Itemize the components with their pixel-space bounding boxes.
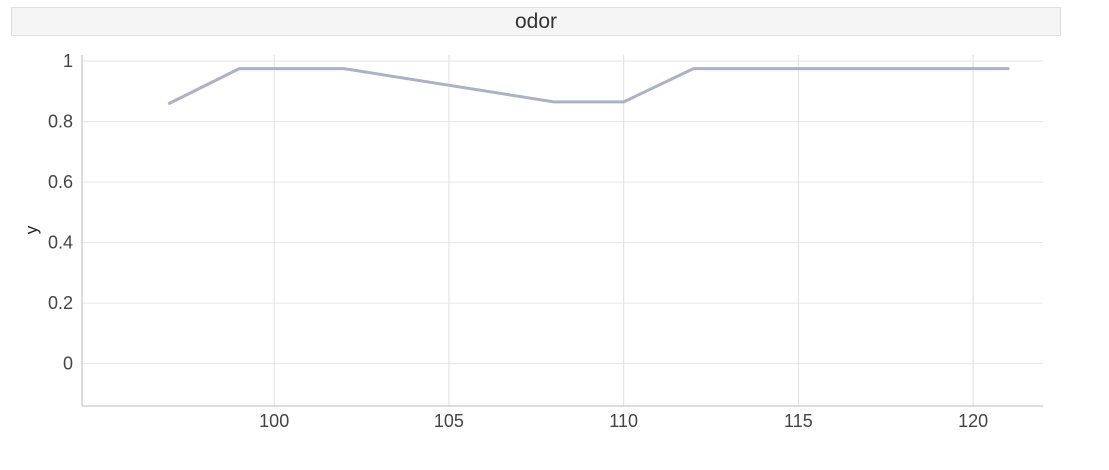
y-tick-label: 1 [63,51,73,71]
grid-lines [82,55,1043,406]
chart-title: odor [11,7,1061,36]
x-tick-label: 120 [958,411,988,431]
x-tick-label: 100 [259,411,289,431]
y-tick-label: 0.6 [48,172,73,192]
x-tick-label: 115 [784,411,813,431]
x-tick-label: 105 [434,411,464,431]
y-tick-label: 0.4 [48,233,73,253]
x-tick-label: 110 [609,411,638,431]
y-tick-label: 0.8 [48,112,73,132]
series-lines [167,67,1010,105]
y-axis-title: y [22,225,41,234]
axes [81,55,1043,407]
y-tick-label: 0 [63,354,73,374]
y-tick-label: 0.2 [48,293,73,313]
tick-labels: 0 0.2 0.4 0.6 0.8 1 100 105 110 115 120 [48,51,988,431]
series-line [167,67,1010,105]
